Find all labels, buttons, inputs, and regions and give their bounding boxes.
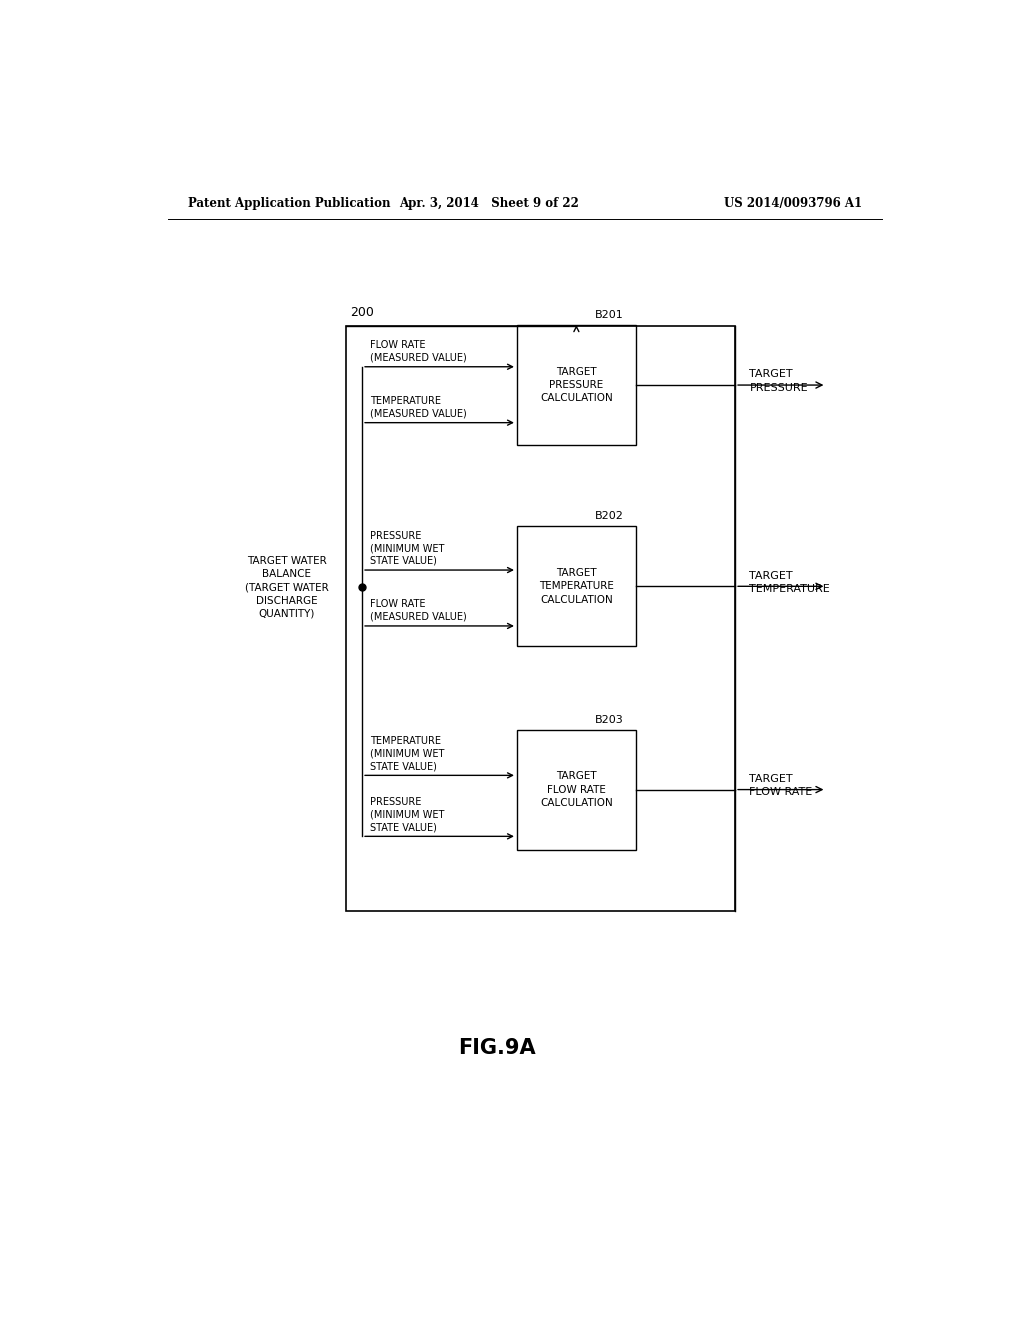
Text: PRESSURE
(MINIMUM WET
STATE VALUE): PRESSURE (MINIMUM WET STATE VALUE) xyxy=(370,531,444,566)
Bar xyxy=(517,730,636,850)
Text: TARGET
FLOW RATE: TARGET FLOW RATE xyxy=(750,774,813,797)
Text: B201: B201 xyxy=(595,310,624,319)
Bar xyxy=(517,527,636,647)
Text: Apr. 3, 2014   Sheet 9 of 22: Apr. 3, 2014 Sheet 9 of 22 xyxy=(399,197,579,210)
Text: TARGET
TEMPERATURE: TARGET TEMPERATURE xyxy=(750,570,830,594)
Text: PRESSURE
(MINIMUM WET
STATE VALUE): PRESSURE (MINIMUM WET STATE VALUE) xyxy=(370,797,444,833)
Text: TARGET
PRESSURE: TARGET PRESSURE xyxy=(750,370,808,392)
Text: TARGET
FLOW RATE
CALCULATION: TARGET FLOW RATE CALCULATION xyxy=(540,771,612,808)
Text: TEMPERATURE
(MINIMUM WET
STATE VALUE): TEMPERATURE (MINIMUM WET STATE VALUE) xyxy=(370,737,444,771)
Text: FIG.9A: FIG.9A xyxy=(458,1038,536,1057)
Text: FLOW RATE
(MEASURED VALUE): FLOW RATE (MEASURED VALUE) xyxy=(370,599,467,622)
Text: Patent Application Publication: Patent Application Publication xyxy=(187,197,390,210)
Text: TARGET
PRESSURE
CALCULATION: TARGET PRESSURE CALCULATION xyxy=(540,367,612,403)
Text: US 2014/0093796 A1: US 2014/0093796 A1 xyxy=(724,197,862,210)
Text: 200: 200 xyxy=(350,306,374,319)
Text: B203: B203 xyxy=(595,714,624,725)
Text: TARGET
TEMPERATURE
CALCULATION: TARGET TEMPERATURE CALCULATION xyxy=(539,568,613,605)
Bar xyxy=(517,325,636,445)
Text: B202: B202 xyxy=(595,511,624,521)
Text: TEMPERATURE
(MEASURED VALUE): TEMPERATURE (MEASURED VALUE) xyxy=(370,396,467,418)
Text: FLOW RATE
(MEASURED VALUE): FLOW RATE (MEASURED VALUE) xyxy=(370,341,467,363)
Bar xyxy=(346,326,735,911)
Text: TARGET WATER
BALANCE
(TARGET WATER
DISCHARGE
QUANTITY): TARGET WATER BALANCE (TARGET WATER DISCH… xyxy=(245,556,329,619)
